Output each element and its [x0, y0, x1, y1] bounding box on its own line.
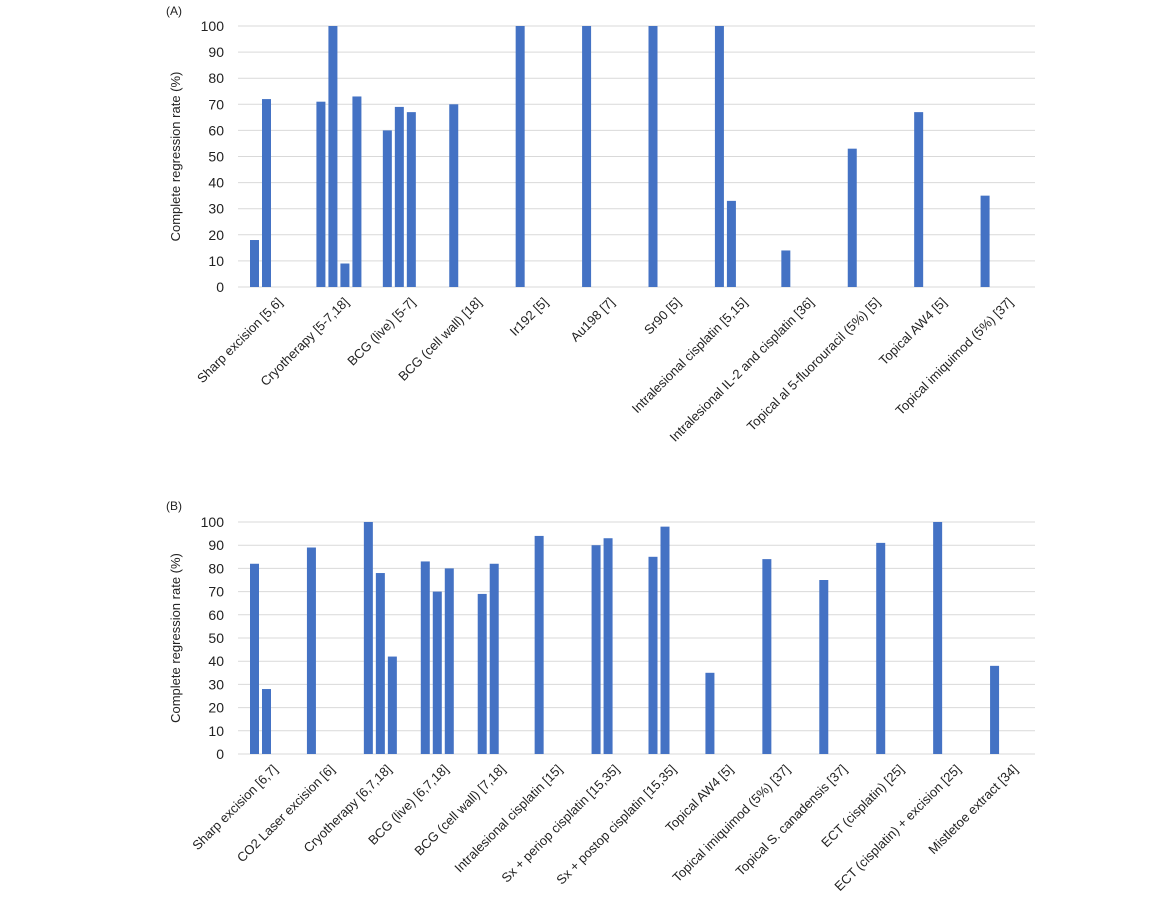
bar — [603, 538, 613, 754]
y-tick-label: 0 — [216, 279, 224, 295]
x-tick-label: Sx + postop cisplatin [15,35] — [553, 762, 679, 888]
y-tick-label: 50 — [208, 630, 224, 646]
bar — [990, 665, 1000, 754]
bar — [394, 106, 404, 287]
bar — [328, 26, 338, 287]
y-tick-label: 80 — [208, 70, 224, 86]
y-tick-label: 60 — [208, 607, 224, 623]
bar — [980, 195, 990, 287]
bar — [250, 240, 259, 287]
y-tick-label: 90 — [208, 537, 224, 553]
bar — [262, 689, 271, 754]
y-axis-label: Complete regression rate (%) — [168, 553, 183, 723]
bar — [582, 26, 592, 287]
chart-a: (A) Complete regression rate (%) 0 10 20 30 40… — [166, 4, 1035, 445]
x-tick-label: Topical S. canadensis [37] — [732, 762, 849, 879]
bar — [316, 101, 326, 287]
panel-label: (A) — [166, 4, 182, 18]
panel-label: (B) — [166, 499, 182, 513]
bar — [705, 672, 715, 754]
chart-b: (B) Complete regression rate (%) 0 10 20 30 40… — [166, 499, 1035, 894]
x-tick-label: Intralesional cisplatin [5,15] — [629, 295, 750, 416]
y-tick-label: 50 — [208, 149, 224, 165]
x-tick-label: Ir192 [5] — [507, 295, 551, 339]
y-tick-label: 80 — [208, 560, 224, 576]
bar — [444, 568, 454, 754]
bar — [382, 130, 392, 287]
gridlines — [238, 25, 1035, 288]
y-tick-label: 40 — [208, 653, 224, 669]
bar — [406, 112, 416, 287]
y-tick-label: 10 — [208, 723, 224, 739]
y-tick-label: 30 — [208, 676, 224, 692]
y-tick-label: 30 — [208, 201, 224, 217]
bar — [714, 26, 724, 287]
bar — [420, 561, 430, 754]
y-tick-label: 100 — [201, 18, 225, 34]
x-tick-label: Topical imiquimod (5%) [37] — [892, 295, 1016, 419]
y-axis-label: Complete regression rate (%) — [168, 72, 183, 242]
bar — [489, 563, 499, 754]
bar — [914, 112, 924, 287]
bar — [933, 522, 943, 754]
x-tick-label: Topical al 5-fluorouracil (5%) [5] — [744, 295, 883, 434]
bar — [762, 559, 772, 754]
bar — [819, 580, 829, 754]
bar — [306, 547, 316, 754]
y-tick-label: 0 — [216, 746, 224, 762]
x-tick-label: Topical AW4 [5] — [876, 295, 950, 369]
y-tick-label: 70 — [208, 96, 224, 112]
bar — [534, 535, 544, 754]
bar — [432, 591, 442, 754]
x-tick-label: BCG (live) [5-7] — [344, 295, 418, 369]
x-tick-label: Intralesional IL-2 and cisplatin [36] — [667, 295, 817, 445]
bar — [660, 526, 670, 754]
x-tick-label: Au198 [7] — [567, 295, 617, 345]
x-tick-label: CO2 Laser excision [6] — [234, 762, 338, 866]
y-tick-label: 20 — [208, 700, 224, 716]
bar — [340, 263, 350, 287]
gridlines — [238, 521, 1035, 755]
bar — [449, 104, 459, 287]
y-tick-label: 100 — [201, 514, 225, 530]
y-tick-label: 70 — [208, 584, 224, 600]
bar — [262, 99, 271, 287]
x-tick-label: Topical imiquimod (5%) [37] — [669, 762, 793, 886]
bar — [250, 563, 259, 754]
bar — [726, 200, 736, 287]
bar — [876, 542, 886, 754]
bar — [648, 26, 658, 287]
y-tick-label: 10 — [208, 253, 224, 269]
bar — [591, 545, 601, 754]
y-tick-label: 90 — [208, 44, 224, 60]
y-tick-label: 20 — [208, 227, 224, 243]
y-tick-label: 40 — [208, 175, 224, 191]
bar — [515, 26, 525, 287]
bar — [375, 573, 385, 754]
x-tick-label: Sx + periop cisplatin [15,35] — [498, 762, 622, 886]
y-tick-label: 60 — [208, 122, 224, 138]
bar — [352, 96, 362, 287]
x-tick-label: Sr90 [5] — [641, 295, 684, 338]
x-tick-label: Intralesional cisplatin [15] — [451, 762, 565, 876]
bar — [363, 522, 373, 754]
bar — [781, 250, 791, 287]
bar — [387, 656, 397, 754]
bar — [847, 148, 857, 287]
bar — [648, 556, 658, 754]
bar — [477, 593, 487, 754]
